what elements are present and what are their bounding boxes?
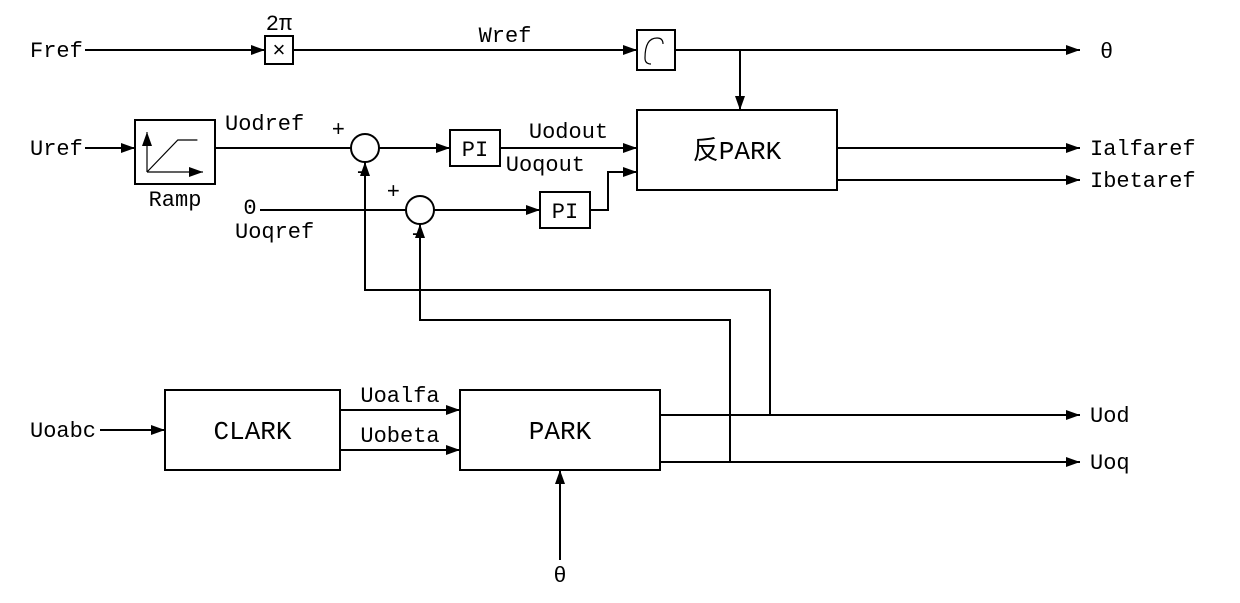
label-pi-2: PI	[552, 200, 578, 225]
integrator-block	[637, 30, 675, 70]
label-uod: Uod	[1090, 404, 1130, 429]
label-pi-1: PI	[462, 138, 488, 163]
label-plus-1: +	[332, 118, 345, 143]
label-park: PARK	[529, 417, 592, 447]
label-mult: ×	[272, 39, 285, 64]
label-uoqout: Uoqout	[506, 153, 585, 178]
label-uref: Uref	[30, 137, 83, 162]
label-plus-2: +	[387, 180, 400, 205]
label-wref: Wref	[479, 24, 532, 49]
label-ramp: Ramp	[149, 188, 202, 213]
label-inv-park: 反PARK	[693, 136, 782, 167]
label-clark: CLARK	[213, 417, 291, 447]
label-uobeta: Uobeta	[360, 424, 439, 449]
label-uoqref: Uoqref	[235, 220, 314, 245]
label-fref: Fref	[30, 39, 83, 64]
sum-junction-d	[351, 134, 379, 162]
label-zero: 0	[243, 196, 256, 221]
label-theta-out: θ	[1100, 40, 1113, 65]
label-uoalfa: Uoalfa	[360, 384, 439, 409]
label-ibetaref: Ibetaref	[1090, 169, 1196, 194]
sum-junction-q	[406, 196, 434, 224]
label-ialfaref: Ialfaref	[1090, 137, 1196, 162]
label-uoabc: Uoabc	[30, 419, 96, 444]
label-uoq: Uoq	[1090, 451, 1130, 476]
control-block-diagram: Fref×2πWrefθUrefRampUodref+-PIUodout0Uoq…	[0, 0, 1240, 603]
label-uodout: Uodout	[529, 120, 608, 145]
label-theta-in: θ	[553, 564, 566, 589]
label-uodref: Uodref	[225, 112, 304, 137]
label-two-pi: 2π	[266, 12, 292, 37]
